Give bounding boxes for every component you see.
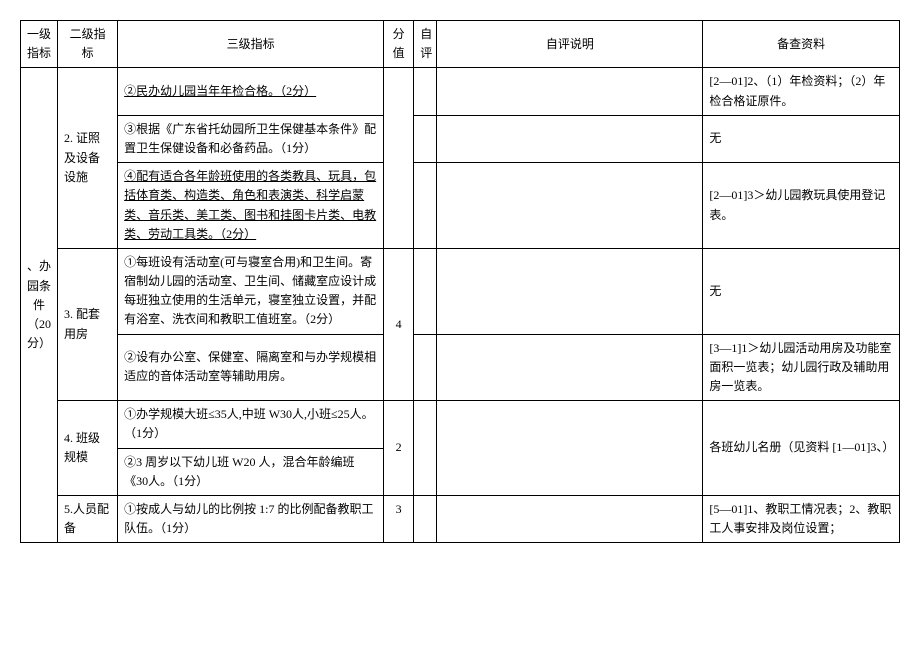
- header-level1: 一级指标: [21, 21, 58, 68]
- selfeval-cell: [414, 248, 437, 334]
- header-refmaterial: 备查资料: [703, 21, 900, 68]
- score-cell: 4: [384, 248, 414, 400]
- header-score: 分值: [384, 21, 414, 68]
- selfeval-cell: [414, 495, 437, 542]
- table-row: 、办园条件（20分） 2. 证照及设备设施 ②民办幼儿园当年年检合格。（2分） …: [21, 68, 900, 115]
- level2-cell-s4: 4. 班级规模: [58, 401, 118, 496]
- header-row: 一级指标 二级指标 三级指标 分值 自评 自评说明 备查资料: [21, 21, 900, 68]
- evaluation-table: 一级指标 二级指标 三级指标 分值 自评 自评说明 备查资料 、办园条件（20分…: [20, 20, 900, 543]
- level2-cell-s3: 3. 配套用房: [58, 248, 118, 400]
- score-cell: [384, 68, 414, 249]
- level3-cell: ④配有适合各年龄班使用的各类教具、玩具，包括体育类、构造类、角色和表演类、科学启…: [118, 163, 384, 249]
- score-cell: 2: [384, 401, 414, 496]
- header-selfevaldesc: 自评说明: [437, 21, 703, 68]
- level3-cell: ①按成人与幼儿的比例按 1:7 的比例配备教职工队伍。（1分）: [118, 495, 384, 542]
- selfeval-cell: [414, 334, 437, 401]
- ref-cell: [2—01]2、（1）年检资料；（2）年检合格证原件。: [703, 68, 900, 115]
- selfevaldesc-cell: [437, 495, 703, 542]
- table-row: ④配有适合各年龄班使用的各类教具、玩具，包括体育类、构造类、角色和表演类、科学启…: [21, 163, 900, 249]
- table-row: 4. 班级规模 ①办学规模大班≤35人,中班 W30人,小班≤25人。（1分） …: [21, 401, 900, 448]
- ref-cell: 无: [703, 115, 900, 162]
- table-row: 5.人员配备 ①按成人与幼儿的比例按 1:7 的比例配备教职工队伍。（1分） 3…: [21, 495, 900, 542]
- table-row: ③根据《广东省托幼园所卫生保健基本条件》配置卫生保健设备和必备药品。（1分） 无: [21, 115, 900, 162]
- selfevaldesc-cell: [437, 334, 703, 401]
- level3-cell: ①每班设有活动室(可与寝室合用)和卫生间。寄宿制幼儿园的活动室、卫生间、储藏室应…: [118, 248, 384, 334]
- selfevaldesc-cell: [437, 115, 703, 162]
- table-row: 3. 配套用房 ①每班设有活动室(可与寝室合用)和卫生间。寄宿制幼儿园的活动室、…: [21, 248, 900, 334]
- level2-cell-s5: 5.人员配备: [58, 495, 118, 542]
- selfeval-cell: [414, 401, 437, 496]
- ref-cell: 无: [703, 248, 900, 334]
- selfevaldesc-cell: [437, 163, 703, 249]
- ref-cell: [2—01]3＞幼儿园教玩具使用登记表。: [703, 163, 900, 249]
- level2-cell-s2: 2. 证照及设备设施: [58, 68, 118, 249]
- selfevaldesc-cell: [437, 68, 703, 115]
- selfeval-cell: [414, 115, 437, 162]
- ref-cell: 各班幼儿名册（见资料 [1—01]3、）: [703, 401, 900, 496]
- selfeval-cell: [414, 163, 437, 249]
- selfeval-cell: [414, 68, 437, 115]
- level1-cell: 、办园条件（20分）: [21, 68, 58, 543]
- header-selfeval: 自评: [414, 21, 437, 68]
- level3-cell: ③根据《广东省托幼园所卫生保健基本条件》配置卫生保健设备和必备药品。（1分）: [118, 115, 384, 162]
- selfevaldesc-cell: [437, 401, 703, 496]
- score-cell: 3: [384, 495, 414, 542]
- level3-cell: ②民办幼儿园当年年检合格。（2分）: [118, 68, 384, 115]
- header-level2: 二级指标: [58, 21, 118, 68]
- selfevaldesc-cell: [437, 248, 703, 334]
- table-row: ②设有办公室、保健室、隔离室和与办学规模相适应的音体活动室等辅助用房。 [3—1…: [21, 334, 900, 401]
- level3-cell: ②设有办公室、保健室、隔离室和与办学规模相适应的音体活动室等辅助用房。: [118, 334, 384, 401]
- level3-cell: ②3 周岁以下幼儿班 W20 人，混合年龄编班《30人。（1分）: [118, 448, 384, 495]
- ref-cell: [5—01]1、教职工情况表；2、教职工人事安排及岗位设置；: [703, 495, 900, 542]
- header-level3: 三级指标: [118, 21, 384, 68]
- ref-cell: [3—1]1＞幼儿园活动用房及功能室面积一览表；幼儿园行政及辅助用房一览表。: [703, 334, 900, 401]
- level3-cell: ①办学规模大班≤35人,中班 W30人,小班≤25人。（1分）: [118, 401, 384, 448]
